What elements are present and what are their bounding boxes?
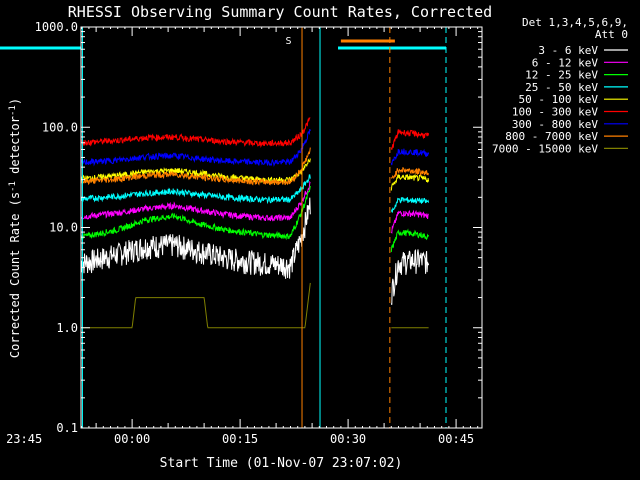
- series-line-post-5: [390, 129, 430, 150]
- y-axis-ticks: 1000.0 100.0 10.0 1.0 0.1: [35, 20, 482, 435]
- x-tick-label: 00:45: [438, 432, 474, 446]
- series-line-1: [80, 180, 311, 222]
- series-line-post-7: [390, 167, 430, 180]
- y-axis-label-sup2: -1: [8, 105, 18, 116]
- series-line-post-4: [390, 173, 430, 191]
- x-axis-label: Start Time (01-Nov-07 23:07:02): [160, 456, 403, 471]
- legend-header-1: Att 0: [595, 28, 628, 41]
- legend-label-6: 300 - 800 keV: [512, 118, 598, 131]
- series-line-post-3: [390, 197, 430, 213]
- y-tick-label: 1000.0: [35, 20, 78, 34]
- legend-label-7: 800 - 7000 keV: [505, 130, 598, 143]
- x-tick-label: 00:30: [330, 432, 366, 446]
- legend-label-0: 3 - 6 keV: [538, 44, 598, 57]
- series-line-post-2: [390, 228, 430, 253]
- series-line-0: [80, 197, 311, 279]
- series-line-8: [81, 282, 311, 329]
- saa-label: S: [285, 36, 291, 47]
- y-tick-label: 1.0: [56, 321, 78, 335]
- x-tick-label: 00:15: [222, 432, 258, 446]
- legend-label-3: 25 - 50 keV: [525, 81, 598, 94]
- series-line-post-1: [390, 209, 429, 234]
- legend-label-2: 12 - 25 keV: [525, 69, 598, 82]
- x-tick-label: 00:00: [114, 432, 150, 446]
- legend-label-1: 6 - 12 keV: [532, 56, 599, 69]
- series-line-5: [80, 117, 311, 148]
- series-line-post-6: [390, 148, 430, 166]
- y-tick-label: 0.1: [56, 421, 78, 435]
- y-axis-label-sup1: -1: [8, 181, 18, 192]
- series-line-3: [80, 174, 311, 205]
- legend-label-4: 50 - 100 keV: [519, 93, 599, 106]
- y-axis-label-text: Corrected Count Rate (s: [8, 192, 22, 358]
- y-axis-label-end: ): [8, 98, 22, 105]
- legend-label-8: 7000 - 15000 keV: [492, 142, 598, 155]
- y-tick-label: 100.0: [42, 120, 78, 134]
- series-line-post-0: [390, 249, 430, 305]
- x-tick-label: 23:45: [6, 432, 42, 446]
- series-line-7: [80, 147, 311, 186]
- plot-area: NS: [0, 27, 447, 428]
- legend-header-0: Det 1,3,4,5,6,9,: [522, 16, 628, 29]
- legend-label-5: 100 - 300 keV: [512, 106, 598, 119]
- y-axis-label-mid: detector: [8, 116, 22, 181]
- chart-title: RHESSI Observing Summary Count Rates, Co…: [68, 3, 492, 21]
- y-tick-label: 10.0: [49, 221, 78, 235]
- series-line-6: [80, 128, 311, 167]
- series-line-2: [80, 185, 311, 241]
- y-axis-label: Corrected Count Rate (s-1 detector-1): [8, 98, 22, 358]
